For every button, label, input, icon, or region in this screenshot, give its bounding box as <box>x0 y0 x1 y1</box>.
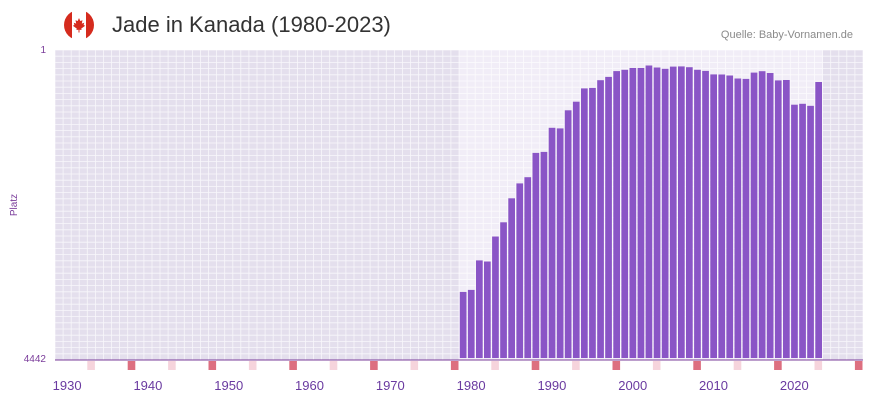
bar-2010 <box>710 74 717 359</box>
bar-1985 <box>508 198 515 358</box>
bar-2003 <box>653 67 661 358</box>
bar-1996 <box>597 80 604 358</box>
bar-2004 <box>661 68 669 359</box>
bar-1987 <box>524 177 532 358</box>
bar-2021 <box>799 103 806 358</box>
half-decade-marker <box>168 361 176 370</box>
bar-2018 <box>774 80 782 359</box>
half-decade-marker <box>248 361 257 370</box>
decade-marker <box>693 361 701 370</box>
x-tick-label: 1990 <box>537 378 566 393</box>
bar-1992 <box>564 110 572 358</box>
page-title: Jade in Kanada (1980-2023) <box>112 12 391 37</box>
bar-2011 <box>718 74 726 358</box>
y-tick-label: 4442 <box>24 354 47 365</box>
bar-1995 <box>589 87 596 359</box>
bar-1989 <box>540 151 548 358</box>
bar-1991 <box>556 128 564 358</box>
bar-1997 <box>605 76 612 359</box>
decade-marker <box>531 361 540 370</box>
half-decade-marker <box>329 361 338 370</box>
decade-marker <box>450 361 459 370</box>
bar-2001 <box>637 68 645 358</box>
bar-2000 <box>629 68 637 358</box>
source-credit: Quelle: Baby-Vornamen.de <box>720 29 853 41</box>
bar-2009 <box>702 70 709 359</box>
bar-2007 <box>686 67 693 358</box>
bar-1979 <box>459 291 467 358</box>
bar-1990 <box>548 127 556 358</box>
x-tick-label: 2000 <box>618 378 647 393</box>
x-tick-label: 2010 <box>699 378 728 393</box>
half-decade-marker <box>87 361 95 370</box>
bar-1981 <box>476 260 483 358</box>
bar-1982 <box>484 261 491 358</box>
bar-2019 <box>783 80 790 358</box>
bar-2022 <box>807 105 814 358</box>
x-tick-label: 1980 <box>457 378 486 393</box>
x-tick-label: 1970 <box>376 378 405 393</box>
bar-2005 <box>669 66 677 358</box>
bar-1994 <box>581 88 588 359</box>
decade-marker <box>289 361 297 370</box>
decade-marker <box>854 361 863 370</box>
bar-2002 <box>645 65 653 358</box>
grid-lines <box>54 49 864 361</box>
half-decade-marker <box>491 361 499 370</box>
half-decade-marker <box>814 361 823 370</box>
bar-2008 <box>694 69 701 359</box>
bar-1999 <box>621 69 629 359</box>
y-tick-label: 1 <box>40 45 46 56</box>
x-tick-label: 1930 <box>53 378 82 393</box>
decade-marker <box>612 361 621 370</box>
bar-1980 <box>467 289 475 358</box>
bar-2015 <box>750 72 758 358</box>
decade-marker <box>208 361 217 370</box>
half-decade-marker <box>572 361 580 370</box>
x-tick-label: 1950 <box>214 378 243 393</box>
half-decade-marker <box>410 361 419 370</box>
bar-1988 <box>532 152 540 358</box>
bar-2023 <box>815 82 822 358</box>
decade-marker <box>127 361 136 370</box>
x-tick-label: 1960 <box>295 378 324 393</box>
decade-marker <box>370 361 378 370</box>
bar-2017 <box>766 73 774 358</box>
half-decade-marker <box>652 361 661 370</box>
bar-2012 <box>726 75 734 358</box>
x-tick-label: 1940 <box>133 378 162 393</box>
bar-2016 <box>758 71 766 358</box>
half-decade-marker <box>733 361 742 370</box>
y-axis-label: Platz <box>9 194 20 216</box>
decade-marker <box>774 361 782 370</box>
bar-2020 <box>791 104 798 358</box>
bar-1983 <box>492 236 499 358</box>
bar-2013 <box>734 78 742 358</box>
bar-2014 <box>742 78 750 359</box>
bar-1993 <box>572 101 580 358</box>
bar-1986 <box>516 183 524 358</box>
canada-flag-icon <box>64 10 94 40</box>
bar-1998 <box>613 71 620 358</box>
x-tick-label: 2020 <box>780 378 809 393</box>
bar-2006 <box>678 66 685 359</box>
bar-1984 <box>500 222 507 358</box>
